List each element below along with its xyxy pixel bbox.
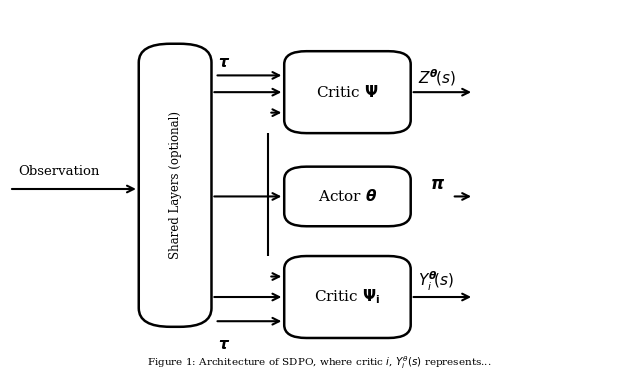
Text: $\mathit{Z}^{\boldsymbol{\theta}}\!(s)$: $\mathit{Z}^{\boldsymbol{\theta}}\!(s)$ bbox=[419, 68, 456, 88]
Text: Observation: Observation bbox=[19, 165, 100, 178]
Text: Figure 1: Architecture of SDPO, where critic $i$, $Y_i^{\theta}(s)$ represents..: Figure 1: Architecture of SDPO, where cr… bbox=[147, 355, 491, 372]
Text: $\boldsymbol{\tau}$: $\boldsymbol{\tau}$ bbox=[218, 338, 230, 352]
Text: $\boldsymbol{\tau}$: $\boldsymbol{\tau}$ bbox=[218, 56, 230, 70]
Text: Actor $\boldsymbol{\theta}$: Actor $\boldsymbol{\theta}$ bbox=[318, 189, 377, 204]
Text: Critic $\mathbf{\Psi}$: Critic $\mathbf{\Psi}$ bbox=[316, 84, 379, 100]
FancyBboxPatch shape bbox=[138, 44, 211, 327]
Text: $\mathit{Y}_{i}^{\boldsymbol{\theta}}\!(s)$: $\mathit{Y}_{i}^{\boldsymbol{\theta}}\!(… bbox=[419, 270, 454, 293]
Text: Critic $\mathbf{\Psi_i}$: Critic $\mathbf{\Psi_i}$ bbox=[315, 288, 380, 306]
FancyBboxPatch shape bbox=[284, 256, 411, 338]
FancyBboxPatch shape bbox=[284, 51, 411, 133]
Text: Shared Layers (optional): Shared Layers (optional) bbox=[168, 111, 182, 259]
FancyBboxPatch shape bbox=[284, 167, 411, 226]
Text: $\boldsymbol{\pi}$: $\boldsymbol{\pi}$ bbox=[429, 176, 445, 193]
